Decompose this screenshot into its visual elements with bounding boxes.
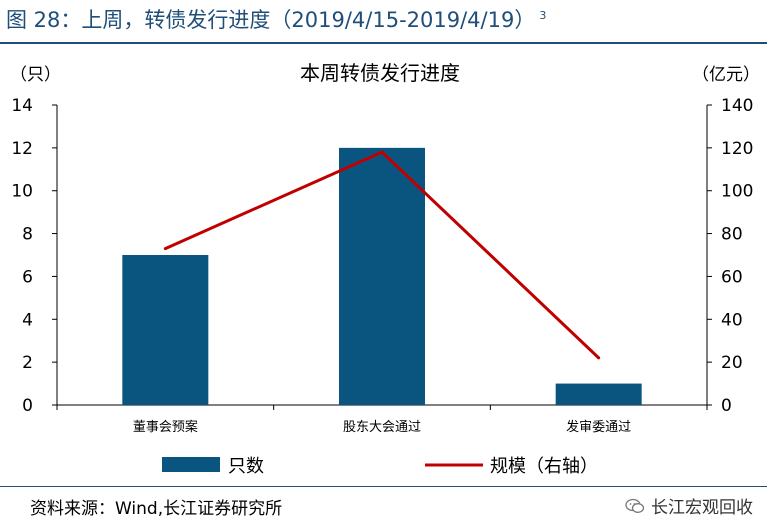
figure-title-text: 图 28：上周，转债发行进度（2019/4/15-2019/4/19） [6, 8, 536, 32]
y-left-tick-label: 0 [22, 396, 33, 416]
y-left-tick-label: 14 [11, 96, 33, 116]
chart-title: 本周转债发行进度 [300, 61, 460, 85]
bottom-rule [0, 486, 767, 487]
x-tick-label: 发审委通过 [566, 419, 631, 435]
y-right-tick-label: 60 [721, 267, 743, 287]
chart-svg: 本周转债发行进度 （只） （亿元） 0246810121402040608010… [10, 61, 760, 477]
line-point [380, 150, 384, 154]
y-right-tick-label: 80 [721, 225, 743, 245]
bar [555, 383, 642, 405]
y-left-tick-label: 6 [22, 267, 33, 287]
bar [122, 255, 209, 405]
y-left-tick-label: 4 [22, 310, 33, 330]
x-tick-label: 董事会预案 [133, 420, 198, 435]
x-tick-label: 股东大会通过 [343, 420, 421, 435]
legend-label-line: 规模（右轴） [490, 456, 598, 477]
footnote-mark: 3 [539, 9, 547, 22]
wechat-icon [625, 498, 645, 513]
y-left-tick-label: 12 [11, 139, 33, 159]
line-point [163, 247, 167, 251]
y-axis-left-label: （只） [10, 65, 61, 85]
line-point [597, 356, 601, 360]
watermark: 长江宏观回收 [625, 493, 753, 518]
y-right-tick-label: 0 [721, 396, 732, 416]
y-left-tick-label: 2 [22, 353, 33, 373]
y-right-tick-label: 140 [721, 96, 753, 116]
y-left-tick-label: 10 [11, 182, 33, 202]
top-rule [0, 42, 767, 44]
bar [339, 147, 425, 405]
y-right-tick-label: 20 [721, 353, 743, 373]
source-note: 资料来源：Wind,长江证券研究所 [30, 499, 283, 519]
legend-swatch-bar [162, 457, 220, 472]
figure-title: 图 28：上周，转债发行进度（2019/4/15-2019/4/19） 3 [6, 4, 546, 34]
y-right-tick-label: 120 [721, 139, 753, 159]
y-right-tick-label: 40 [721, 310, 743, 330]
y-axis-right-label: （亿元） [692, 65, 760, 85]
y-right-tick-label: 100 [721, 182, 753, 202]
y-left-tick-label: 8 [22, 225, 33, 245]
watermark-text: 长江宏观回收 [651, 498, 753, 518]
legend-label-bar: 只数 [228, 456, 264, 477]
